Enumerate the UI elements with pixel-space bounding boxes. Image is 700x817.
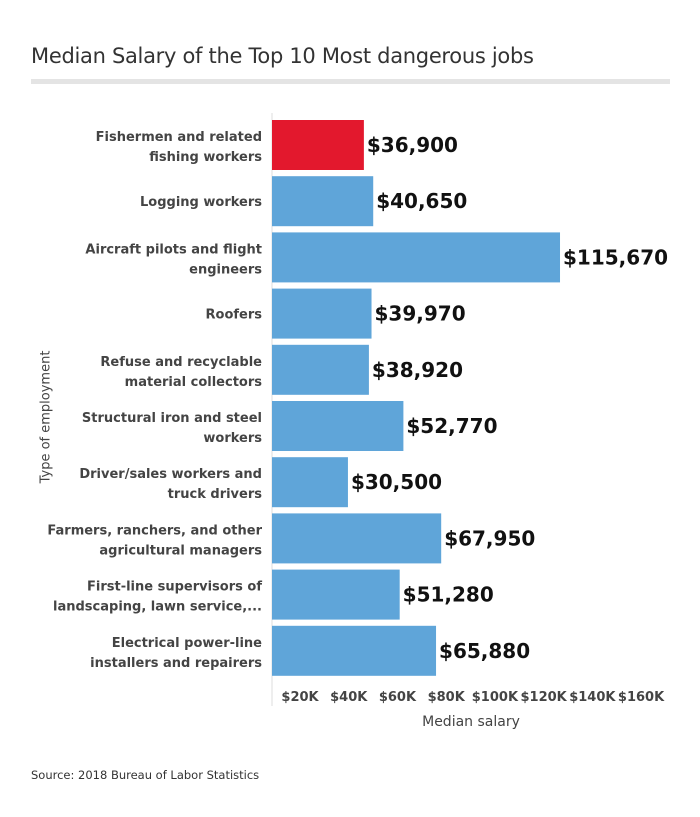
bar	[272, 176, 374, 227]
category-label: Aircraft pilots and flight	[85, 242, 262, 257]
category-label: fishing workers	[149, 150, 262, 165]
value-label: $51,280	[403, 583, 494, 607]
value-label: $65,880	[439, 639, 530, 663]
value-label: $52,770	[406, 414, 497, 438]
value-label: $39,970	[375, 302, 466, 326]
category-label: Electrical power-line	[112, 636, 262, 651]
value-label: $40,650	[376, 189, 467, 213]
value-label: $36,900	[367, 133, 458, 157]
x-tick-label: $40K	[330, 690, 368, 705]
category-label: Fishermen and related	[96, 130, 262, 145]
category-label: Logging workers	[140, 195, 262, 210]
category-label: workers	[203, 431, 262, 446]
x-tick-label: $60K	[379, 690, 417, 705]
bar	[272, 232, 561, 283]
category-label: engineers	[189, 262, 262, 277]
x-tick-label: $100K	[472, 690, 519, 705]
bar	[272, 288, 372, 339]
category-label: installers and repairers	[90, 656, 262, 671]
category-label: landscaping, lawn service,...	[53, 600, 262, 615]
category-label: Structural iron and steel	[82, 411, 262, 426]
source-note: Source: 2018 Bureau of Labor Statistics	[31, 768, 260, 782]
x-tick-label: $80K	[428, 690, 466, 705]
bar	[272, 625, 437, 676]
bar	[272, 513, 442, 564]
x-tick-label: $120K	[520, 690, 567, 705]
value-label: $38,920	[372, 358, 463, 382]
category-label: Farmers, ranchers, and other	[47, 523, 262, 538]
chart-title: Median Salary of the Top 10 Most dangero…	[31, 44, 534, 68]
category-label: agricultural managers	[99, 543, 262, 558]
x-tick-label: $160K	[618, 690, 665, 705]
x-axis-label: Median salary	[422, 714, 520, 730]
category-label: material collectors	[125, 375, 263, 390]
category-label: truck drivers	[168, 487, 263, 502]
bar	[272, 457, 348, 508]
value-label: $67,950	[444, 526, 535, 550]
bar	[272, 569, 400, 620]
value-label: $115,670	[563, 245, 668, 269]
bar	[272, 401, 404, 451]
category-label: Driver/sales workers and	[79, 467, 262, 482]
category-label: Roofers	[206, 308, 263, 323]
bar	[272, 344, 369, 395]
category-label: Refuse and recyclable	[100, 355, 262, 370]
title-divider	[31, 79, 670, 84]
bar	[272, 120, 364, 170]
value-label: $30,500	[351, 470, 442, 494]
x-tick-label: $20K	[281, 690, 319, 705]
x-tick-label: $140K	[569, 690, 616, 705]
category-label: First-line supervisors of	[87, 580, 262, 595]
